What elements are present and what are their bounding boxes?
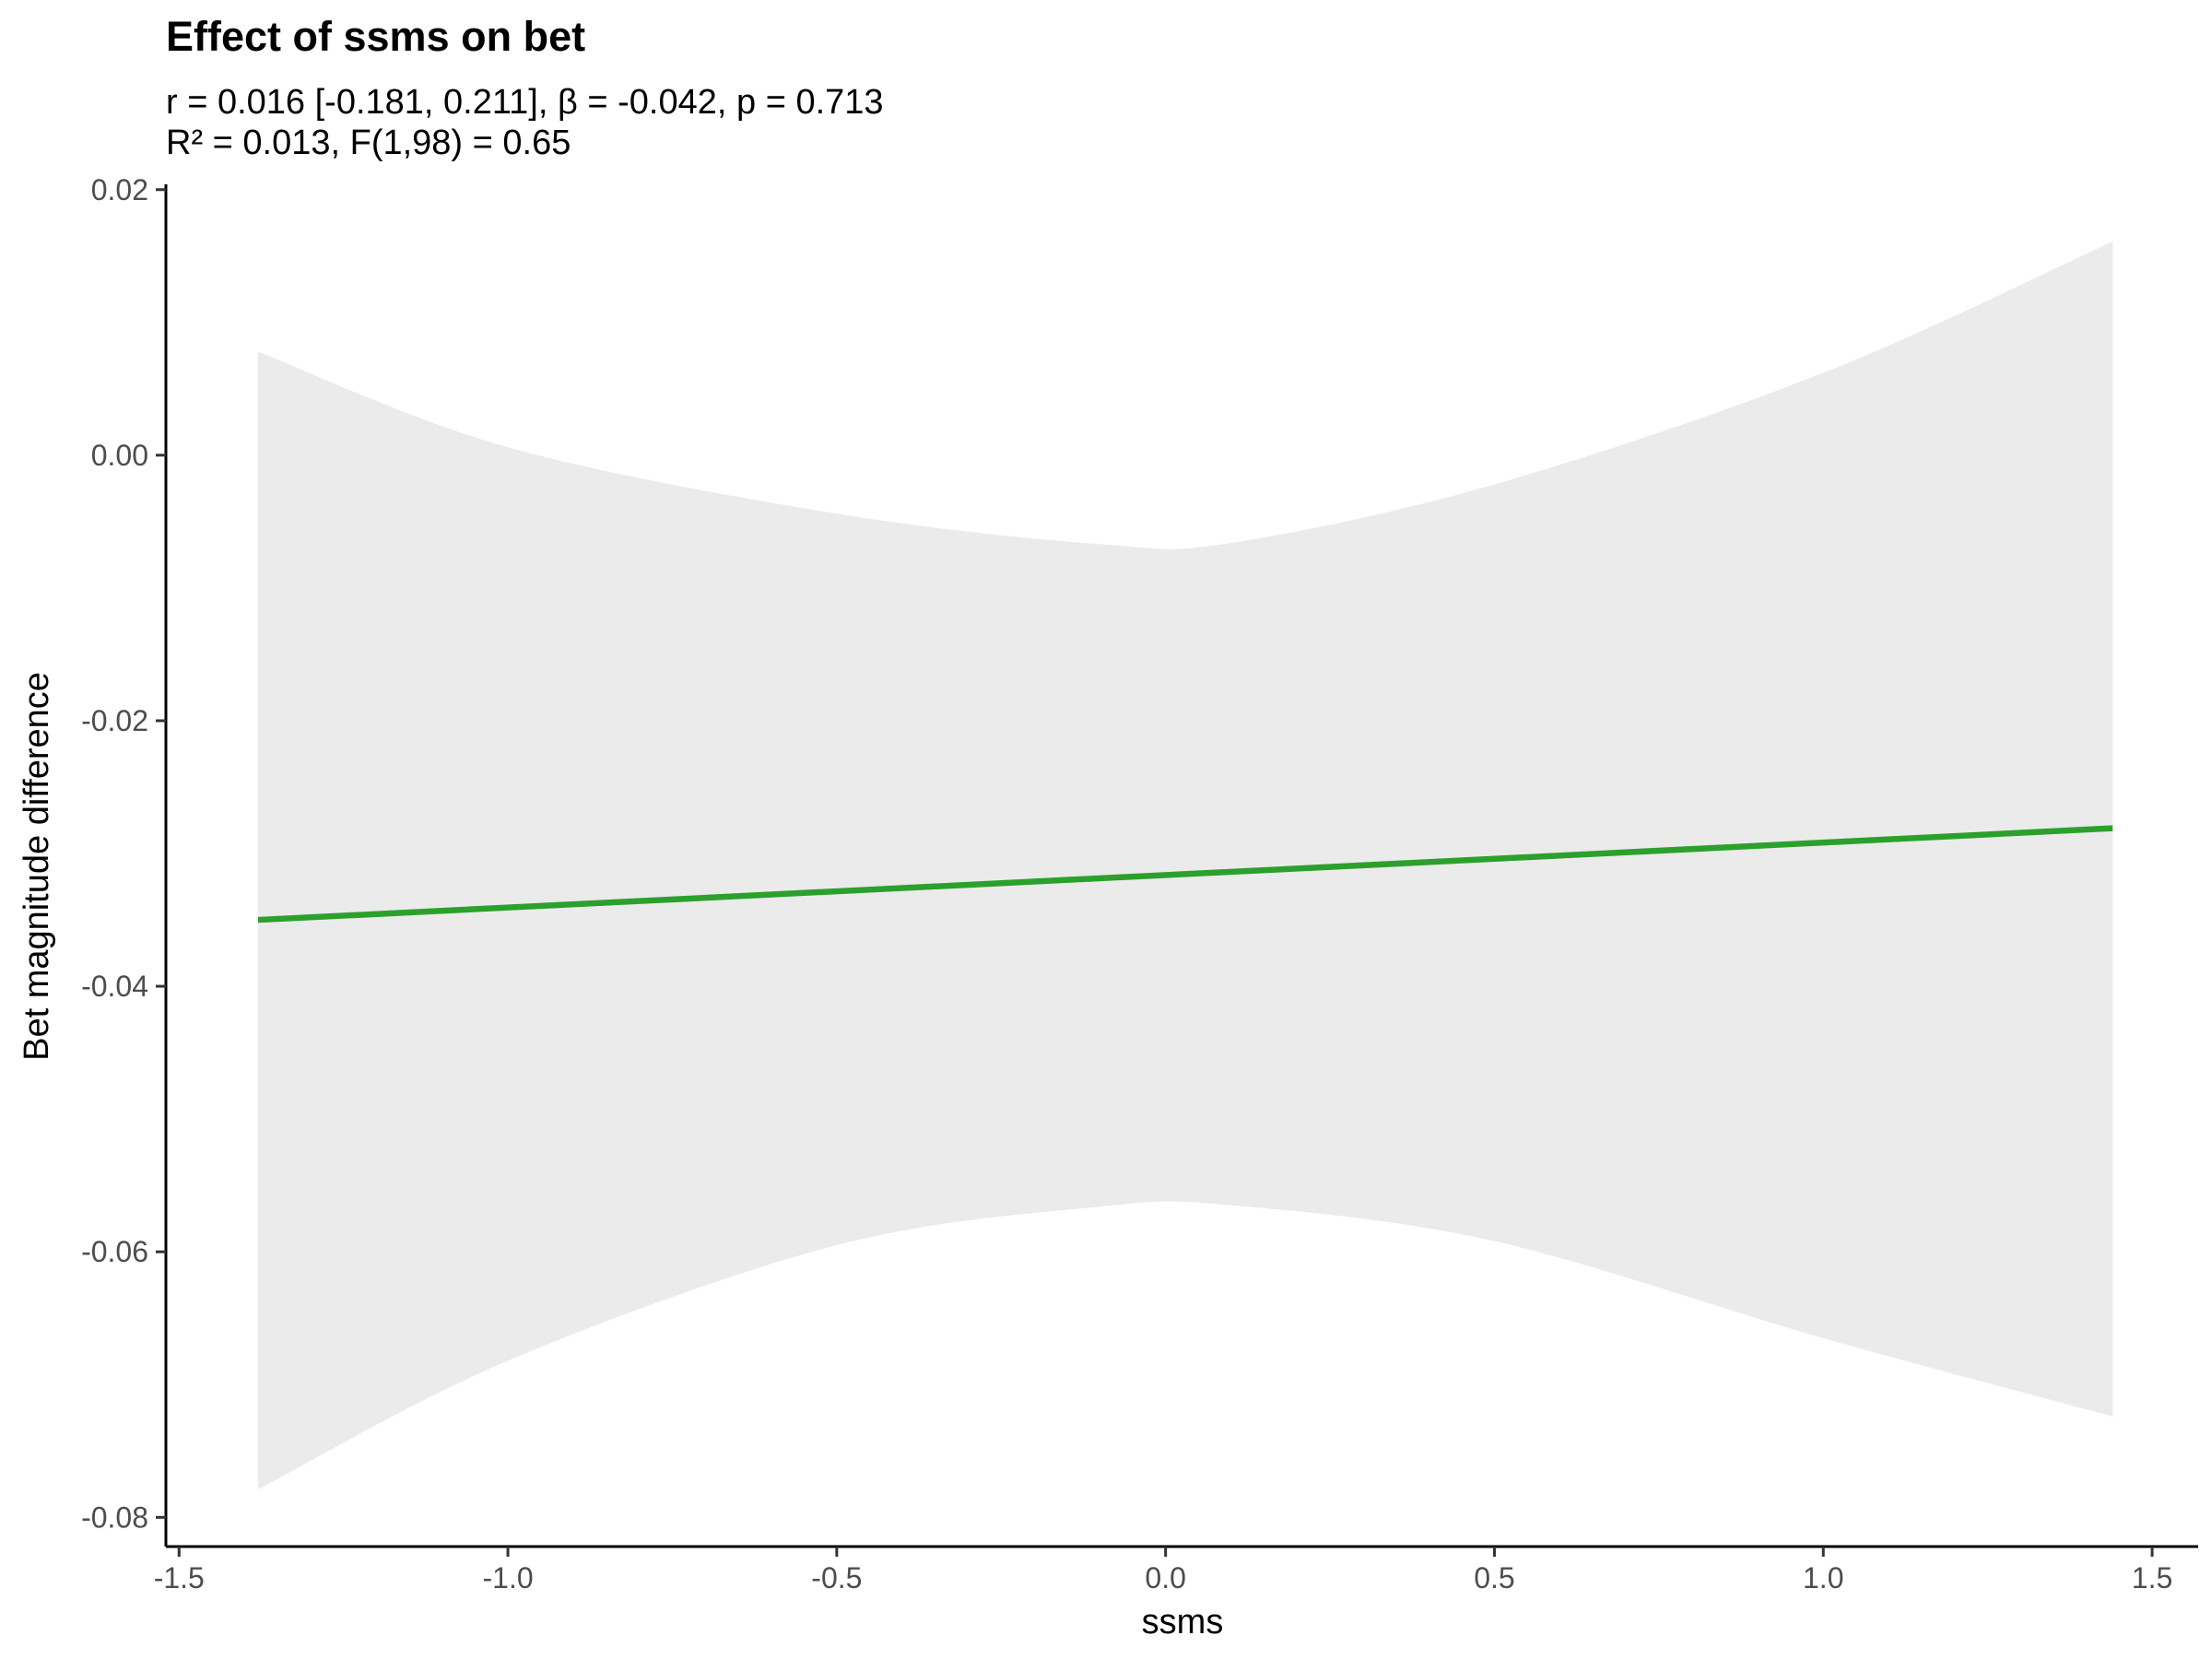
y-tick-label: -0.02 <box>81 704 148 737</box>
x-tick-label: -1.0 <box>482 1561 533 1594</box>
x-tick-label: 0.5 <box>1474 1561 1514 1594</box>
series-layer <box>257 825 2113 924</box>
x-tick-label: 1.0 <box>1803 1561 1843 1594</box>
y-tick-label: 0.02 <box>91 173 148 206</box>
y-axis-title: Bet magnitude difference <box>18 672 56 1061</box>
x-tick-label: -1.5 <box>154 1561 205 1594</box>
chart-subtitle-line-2: R² = 0.013, F(1,98) = 0.65 <box>166 124 571 162</box>
regression-line <box>257 825 2113 924</box>
chart-subtitle-line-1: r = 0.016 [-0.181, 0.211], β = -0.042, p… <box>166 83 884 122</box>
confidence-band <box>257 241 2113 1490</box>
y-tick-label: -0.04 <box>81 970 148 1003</box>
y-tick-label: 0.00 <box>91 439 148 472</box>
confidence-band-layer <box>257 241 2113 1490</box>
chart-title: Effect of ssms on bet <box>166 13 585 60</box>
x-axis: -1.5 -1.0 -0.5 0.0 0.5 1.0 1.5 <box>154 1545 2198 1594</box>
x-tick-label: 1.5 <box>2132 1561 2172 1594</box>
y-tick-label: -0.06 <box>81 1235 148 1268</box>
x-tick-label: 0.0 <box>1145 1561 1185 1594</box>
y-tick-label: -0.08 <box>81 1500 148 1534</box>
x-axis-title: ssms <box>1142 1603 1224 1641</box>
y-axis: 0.02 0.00 -0.02 -0.04 -0.06 -0.08 <box>81 173 168 1547</box>
x-tick-label: -0.5 <box>811 1561 862 1594</box>
